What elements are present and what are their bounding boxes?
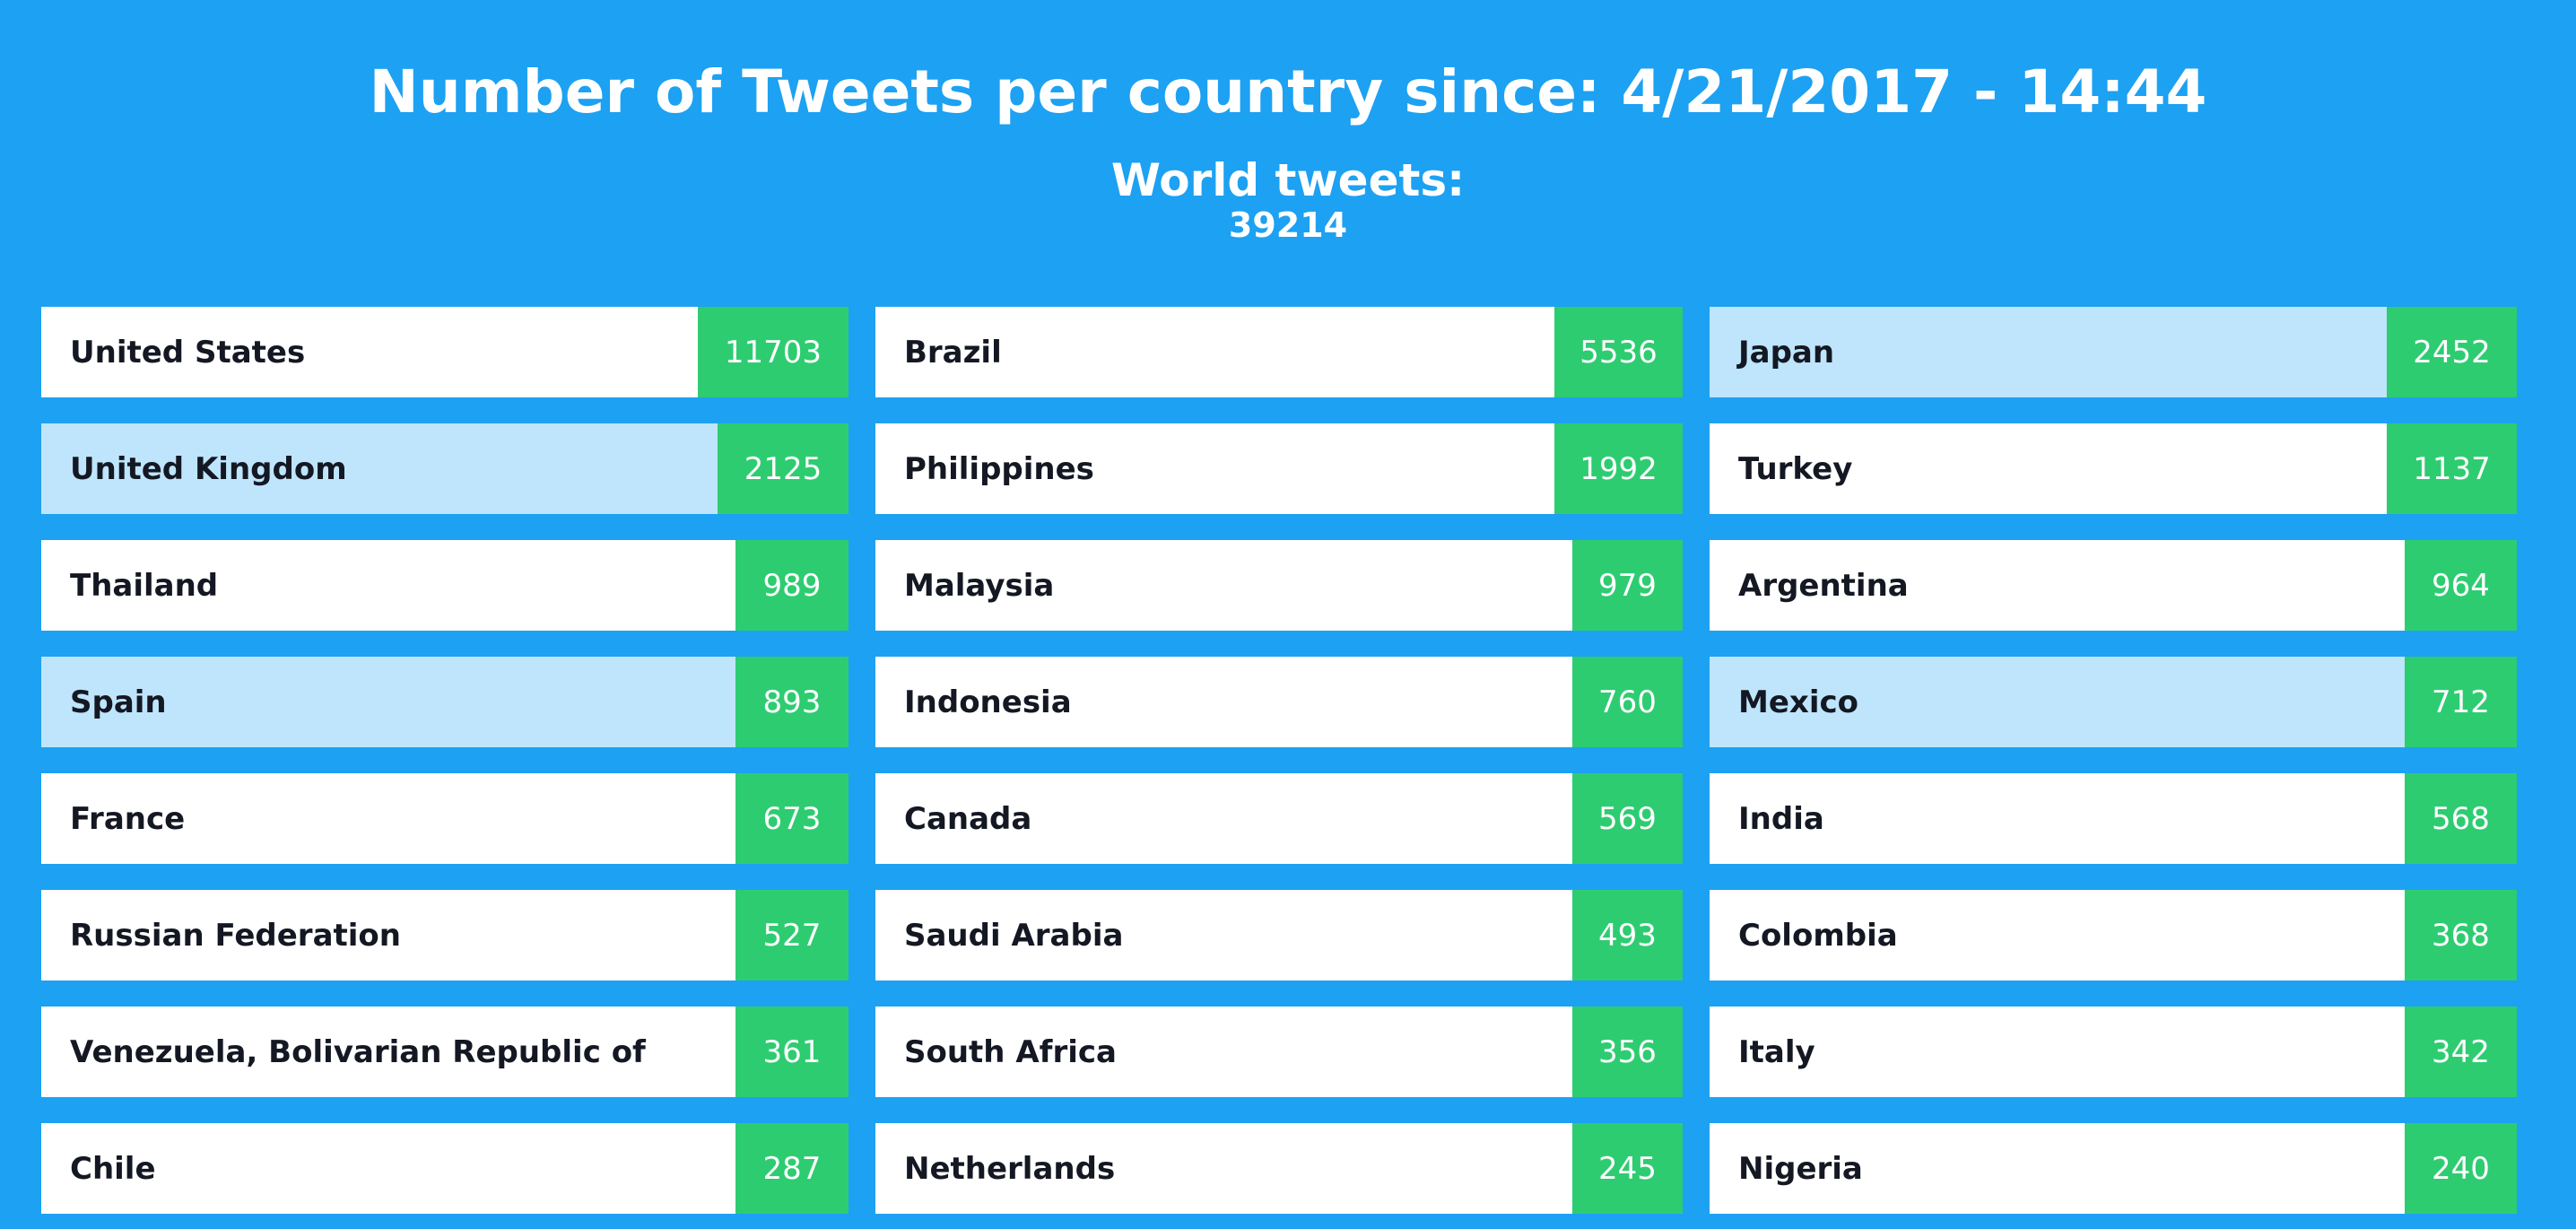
tweet-count: 356 xyxy=(1572,1007,1683,1097)
country-card: Nigeria 240 xyxy=(1710,1123,2517,1214)
tweet-count: 368 xyxy=(2405,890,2517,981)
tweet-count: 989 xyxy=(735,540,849,631)
country-card: Canada 569 xyxy=(875,773,1683,864)
tweet-count: 493 xyxy=(1572,890,1683,981)
country-name: Argentina xyxy=(1738,567,1909,604)
country-name: Mexico xyxy=(1738,684,1858,720)
country-name: Venezuela, Bolivarian Republic of xyxy=(70,1033,646,1070)
country-name: Chile xyxy=(70,1150,156,1187)
page-title: Number of Tweets per country since: 4/21… xyxy=(369,57,2207,126)
country-name: United Kingdom xyxy=(70,450,347,487)
tweet-count: 964 xyxy=(2405,540,2517,631)
country-name: Nigeria xyxy=(1738,1150,1863,1187)
country-card: Argentina 964 xyxy=(1710,540,2517,631)
header: Number of Tweets per country since: 4/21… xyxy=(0,0,2576,245)
tweet-count: 712 xyxy=(2405,657,2517,747)
country-name: Canada xyxy=(904,800,1032,837)
world-tweets-label: World tweets: xyxy=(1110,154,1466,206)
country-card: Saudi Arabia 493 xyxy=(875,890,1683,981)
tweet-count: 287 xyxy=(735,1123,849,1214)
country-name: Brazil xyxy=(904,334,1002,370)
country-card: Brazil 5536 xyxy=(875,307,1683,397)
country-name: Colombia xyxy=(1738,917,1898,954)
tweet-count: 245 xyxy=(1572,1123,1683,1214)
country-card: Italy 342 xyxy=(1710,1007,2517,1097)
country-card: France 673 xyxy=(41,773,849,864)
country-card: Venezuela, Bolivarian Republic of 361 xyxy=(41,1007,849,1097)
country-card: Japan 2452 xyxy=(1710,307,2517,397)
tweet-count: 569 xyxy=(1572,773,1683,864)
country-grid: United States 11703 Brazil 5536 Japan 24… xyxy=(41,307,2517,1214)
tweet-count: 979 xyxy=(1572,540,1683,631)
country-name: Italy xyxy=(1738,1033,1815,1070)
country-name: France xyxy=(70,800,186,837)
country-card: Chile 287 xyxy=(41,1123,849,1214)
tweet-count: 893 xyxy=(735,657,849,747)
country-name: Saudi Arabia xyxy=(904,917,1124,954)
country-name: Russian Federation xyxy=(70,917,401,954)
tweet-count: 1137 xyxy=(2387,423,2517,514)
country-card: India 568 xyxy=(1710,773,2517,864)
country-card: Turkey 1137 xyxy=(1710,423,2517,514)
country-card: Russian Federation 527 xyxy=(41,890,849,981)
country-name: Thailand xyxy=(70,567,219,604)
country-name: Turkey xyxy=(1738,450,1853,487)
country-name: Malaysia xyxy=(904,567,1055,604)
country-name: Philippines xyxy=(904,450,1094,487)
country-card: Malaysia 979 xyxy=(875,540,1683,631)
country-card: Mexico 712 xyxy=(1710,657,2517,747)
country-card: Netherlands 245 xyxy=(875,1123,1683,1214)
country-name: Spain xyxy=(70,684,167,720)
tweet-count: 760 xyxy=(1572,657,1683,747)
country-name: India xyxy=(1738,800,1824,837)
country-card: Colombia 368 xyxy=(1710,890,2517,981)
tweet-count: 527 xyxy=(735,890,849,981)
country-name: United States xyxy=(70,334,306,370)
country-card: United Kingdom 2125 xyxy=(41,423,849,514)
tweet-count: 361 xyxy=(735,1007,849,1097)
tweet-count: 240 xyxy=(2405,1123,2517,1214)
tweet-count: 11703 xyxy=(698,307,849,397)
tweet-count: 2452 xyxy=(2387,307,2517,397)
country-card: Indonesia 760 xyxy=(875,657,1683,747)
country-card: Philippines 1992 xyxy=(875,423,1683,514)
country-name: Japan xyxy=(1738,334,1835,370)
country-name: Netherlands xyxy=(904,1150,1116,1187)
country-name: South Africa xyxy=(904,1033,1117,1070)
tweet-count: 673 xyxy=(735,773,849,864)
country-card: Spain 893 xyxy=(41,657,849,747)
country-card: South Africa 356 xyxy=(875,1007,1683,1097)
tweet-count: 342 xyxy=(2405,1007,2517,1097)
tweet-count: 1992 xyxy=(1554,423,1683,514)
tweet-count: 568 xyxy=(2405,773,2517,864)
tweet-count: 2125 xyxy=(718,423,849,514)
country-card: Thailand 989 xyxy=(41,540,849,631)
world-tweets-count: 39214 xyxy=(1228,205,1348,245)
country-name: Indonesia xyxy=(904,684,1072,720)
country-card: United States 11703 xyxy=(41,307,849,397)
tweet-count: 5536 xyxy=(1554,307,1683,397)
